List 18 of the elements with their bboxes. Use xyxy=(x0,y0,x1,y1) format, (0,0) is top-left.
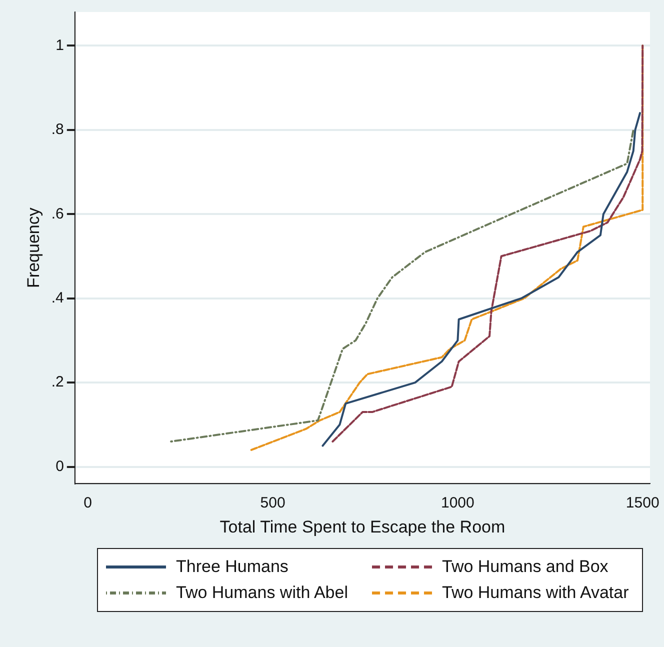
line-series xyxy=(332,44,644,442)
y-tick-label: 1 xyxy=(56,36,64,54)
y-tick-label: .8 xyxy=(51,121,64,138)
x-tick-label: 1500 xyxy=(626,494,660,512)
x-axis-title: Total Time Spent to Escape the Room xyxy=(220,517,506,536)
y-tick-label: .6 xyxy=(51,205,64,222)
legend-label: Two Humans with Abel xyxy=(176,583,348,603)
line-series xyxy=(170,128,634,442)
y-axis-title: Frequency xyxy=(24,207,43,288)
legend-label: Two Humans with Avatar xyxy=(442,583,629,603)
x-tick-label: 500 xyxy=(260,494,286,512)
legend-label: Three Humans xyxy=(176,557,288,577)
legend-label: Two Humans and Box xyxy=(442,557,608,577)
x-tick-label: 1000 xyxy=(441,494,474,512)
y-tick-label: .4 xyxy=(51,289,64,306)
y-tick-label: 0 xyxy=(56,458,64,475)
x-tick-label: 0 xyxy=(84,494,92,512)
y-tick-label: .2 xyxy=(51,374,64,391)
